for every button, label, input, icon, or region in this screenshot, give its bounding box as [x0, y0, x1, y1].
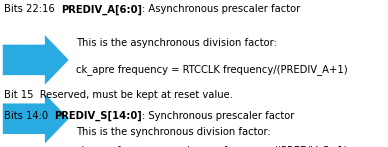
Text: PREDIV_A[6:0]: PREDIV_A[6:0]: [61, 4, 142, 15]
Text: ck_spre frequency = ck_apre frequency/(PREDIV_S+1): ck_spre frequency = ck_apre frequency/(P…: [76, 146, 347, 147]
Polygon shape: [2, 92, 70, 146]
Text: ck_apre frequency = RTCCLK frequency/(PREDIV_A+1): ck_apre frequency = RTCCLK frequency/(PR…: [76, 64, 347, 75]
Text: : Asynchronous prescaler factor: : Asynchronous prescaler factor: [142, 4, 300, 14]
Text: This is the asynchronous division factor:: This is the asynchronous division factor…: [76, 38, 277, 48]
Text: Bits 14:0: Bits 14:0: [4, 111, 54, 121]
Text: : Synchronous prescaler factor: : Synchronous prescaler factor: [142, 111, 294, 121]
Text: Bit 15  Reserved, must be kept at reset value.: Bit 15 Reserved, must be kept at reset v…: [4, 90, 233, 100]
Text: Bits 22:16: Bits 22:16: [4, 4, 61, 14]
Polygon shape: [2, 33, 70, 87]
Text: PREDIV_S[14:0]: PREDIV_S[14:0]: [54, 111, 142, 121]
Text: This is the synchronous division factor:: This is the synchronous division factor:: [76, 127, 270, 137]
